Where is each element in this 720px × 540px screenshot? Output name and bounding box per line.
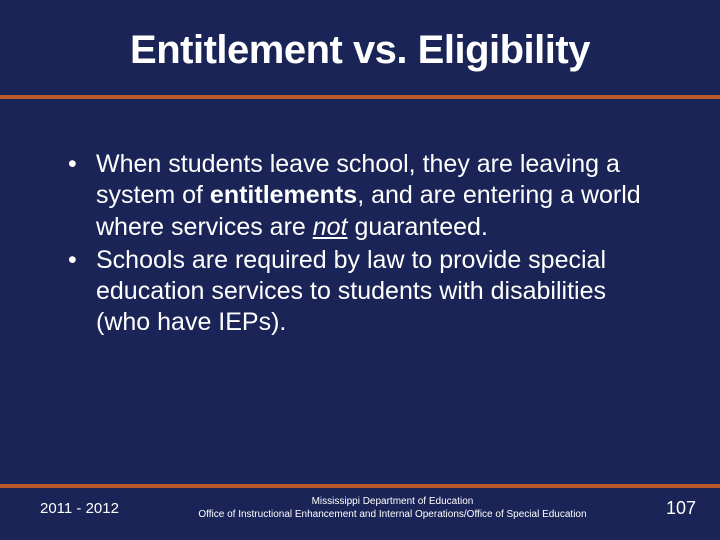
footer-org-line2: Office of Instructional Enhancement and … xyxy=(129,509,656,522)
bullet-item-1: When students leave school, they are lea… xyxy=(60,149,660,243)
footer-org-line1: Mississippi Department of Education xyxy=(129,496,656,509)
footer: 2011 - 2012 Mississippi Department of Ed… xyxy=(0,484,720,540)
bullet-1-bold: entitlements xyxy=(210,181,357,209)
footer-page-number: 107 xyxy=(666,498,696,519)
bullet-item-2: Schools are required by law to provide s… xyxy=(60,245,660,339)
content-area: When students leave school, they are lea… xyxy=(0,99,720,339)
bullet-1-italic: not xyxy=(313,213,348,241)
slide-container: Entitlement vs. Eligibility When student… xyxy=(0,0,720,540)
footer-date: 2011 - 2012 xyxy=(40,500,119,517)
bullet-2-text: Schools are required by law to provide s… xyxy=(96,246,606,337)
footer-divider xyxy=(0,484,720,488)
footer-attribution: Mississippi Department of Education Offi… xyxy=(119,496,666,521)
bullet-1-post: guaranteed. xyxy=(348,213,488,241)
slide-title: Entitlement vs. Eligibility xyxy=(0,0,720,95)
footer-content: 2011 - 2012 Mississippi Department of Ed… xyxy=(0,496,720,529)
